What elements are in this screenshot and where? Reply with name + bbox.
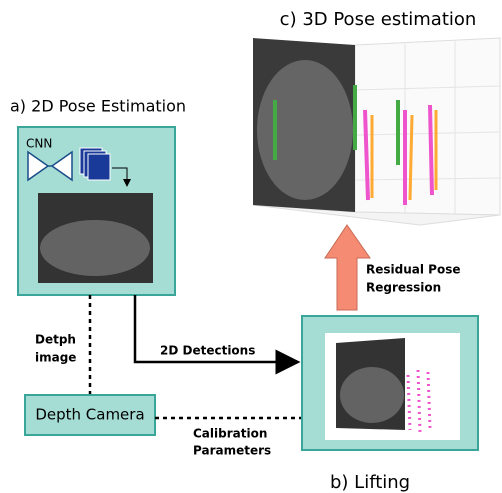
regression-arrow	[324, 224, 371, 311]
panel-a-label: a) 2D Pose Estimation	[10, 97, 186, 116]
edge-label: Residual Pose	[366, 263, 460, 277]
edge-label: Regression	[366, 281, 441, 295]
edge-label: Detph	[35, 333, 76, 347]
feature-maps	[79, 147, 111, 181]
cnn-icon	[27, 150, 73, 182]
edge-label: image	[35, 351, 76, 365]
edge-label: Parameters	[193, 444, 271, 458]
edge-label: 2D Detections	[160, 344, 255, 358]
detections-arrow	[133, 295, 301, 375]
3d-plot	[252, 37, 501, 226]
panel-b-label: b) Lifting	[330, 472, 410, 493]
arrow	[112, 167, 131, 187]
edge-label: Calibration	[193, 427, 267, 441]
camera-node	[24, 394, 156, 436]
panel-c-label: c) 3D Pose estimation	[280, 9, 477, 30]
cnn-label: CNN	[26, 137, 52, 151]
camera-label: Depth Camera	[35, 406, 144, 424]
